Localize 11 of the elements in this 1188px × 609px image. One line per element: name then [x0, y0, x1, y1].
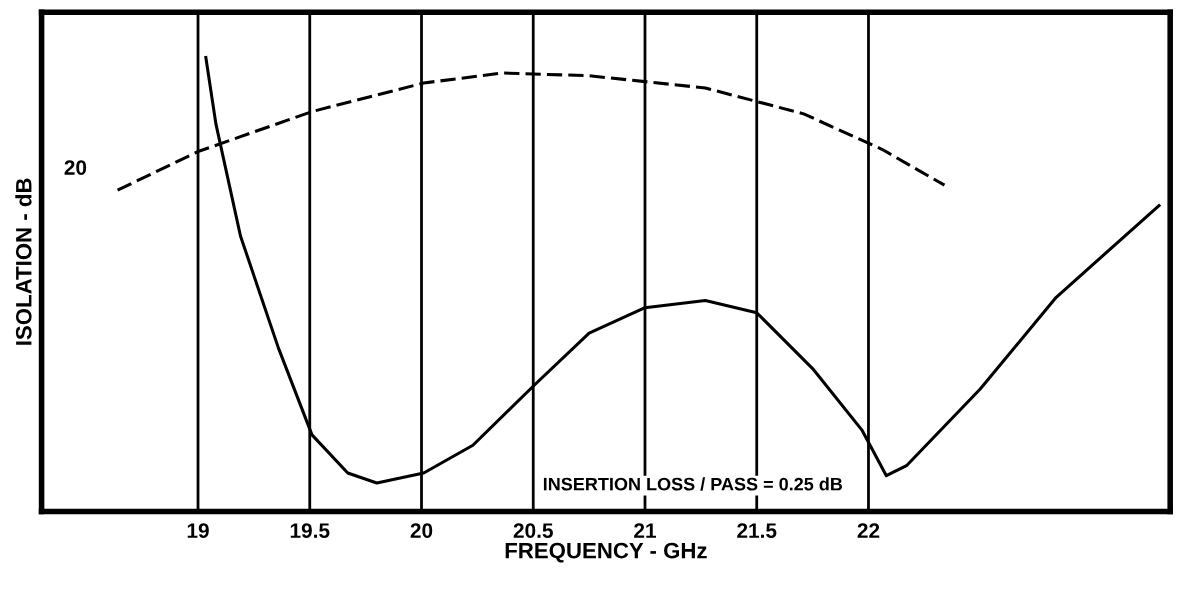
- annotation: 20: [64, 160, 87, 175]
- x-axis-title: FREQUENCY - GHz: [505, 542, 707, 563]
- y-axis-title: ISOLATION - dB: [15, 178, 32, 345]
- x-tick-label: 21.5: [737, 523, 777, 538]
- annotation: INSERTION LOSS / PASS = 0.25 dB: [543, 477, 843, 491]
- x-tick-label: 20: [410, 523, 433, 538]
- x-tick-label: 20.5: [513, 523, 553, 538]
- x-tick-label: 19: [187, 523, 209, 538]
- x-tick-label: 21: [634, 523, 656, 538]
- x-tick-label: 19.5: [290, 523, 330, 538]
- x-tick-label: 22: [857, 523, 880, 538]
